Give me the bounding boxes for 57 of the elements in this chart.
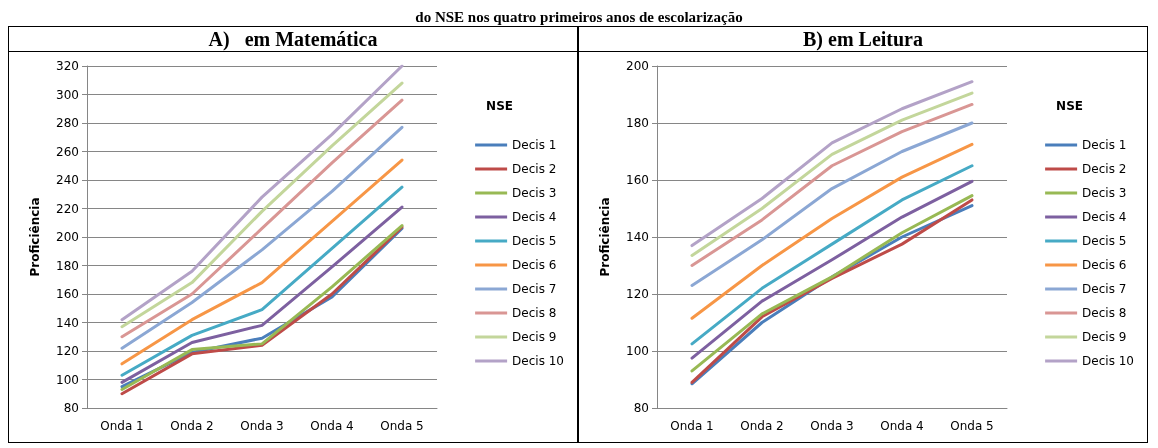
x-tick-label: Onda 1 (670, 419, 714, 433)
legend-label: Decis 1 (512, 138, 557, 152)
y-tick-label: 260 (56, 144, 79, 159)
y-tick-label: 180 (626, 116, 649, 130)
y-tick-label: 320 (56, 59, 79, 73)
legend-label: Decis 5 (512, 234, 557, 248)
y-tick-label: 140 (56, 315, 79, 330)
legend-label: Decis 7 (512, 282, 557, 296)
legend-label: Decis 8 (512, 306, 557, 320)
y-axis-title: Proficiência (28, 197, 42, 277)
legend-label: Decis 6 (512, 258, 557, 272)
y-tick-label: 100 (56, 372, 79, 387)
y-tick-label: 80 (63, 401, 79, 415)
y-tick-label: 140 (626, 230, 649, 244)
legend-label: Decis 10 (512, 354, 564, 368)
legend-title: NSE (486, 99, 514, 113)
x-tick-label: Onda 2 (740, 419, 784, 433)
y-tick-label: 160 (56, 287, 79, 301)
y-tick-label: 300 (56, 87, 79, 102)
legend-label: Decis 9 (512, 330, 557, 344)
x-tick-label: Onda 4 (310, 419, 354, 433)
legend-label: Decis 10 (1082, 354, 1134, 368)
y-tick-label: 180 (56, 258, 79, 273)
x-tick-label: Onda 3 (240, 419, 284, 433)
chart-title: B) em Leitura (579, 27, 1147, 52)
legend-label: Decis 2 (512, 162, 557, 176)
x-tick-label: Onda 4 (880, 419, 924, 433)
x-tick-label: Onda 1 (100, 419, 144, 433)
y-tick-label: 160 (626, 173, 649, 187)
legend-label: Decis 7 (1082, 282, 1127, 296)
y-tick-label: 100 (626, 344, 649, 358)
y-tick-label: 200 (56, 230, 79, 244)
y-tick-label: 120 (626, 287, 649, 301)
x-tick-label: Onda 3 (810, 419, 854, 433)
x-tick-label: Onda 2 (170, 419, 214, 433)
y-tick-label: 280 (56, 116, 79, 130)
legend-label: Decis 9 (1082, 330, 1127, 344)
text: do NSE nos quatro primeiros anos de escolarização (414, 8, 744, 26)
legend-label: Decis 3 (1082, 186, 1127, 200)
chart-title: A) em Matemática (9, 27, 577, 52)
legend-label: Decis 2 (1082, 162, 1127, 176)
x-tick-label: Onda 5 (380, 419, 424, 433)
legend-label: Decis 4 (512, 210, 557, 224)
legend-label: Decis 1 (1082, 138, 1127, 152)
legend-label: Decis 6 (1082, 258, 1127, 272)
legend-label: Decis 3 (512, 186, 557, 200)
y-tick-label: 80 (633, 401, 649, 415)
legend-title: NSE (1056, 99, 1084, 113)
x-tick-label: Onda 5 (950, 419, 994, 433)
y-axis-title: Proficiência (598, 197, 612, 277)
y-tick-label: 120 (56, 344, 79, 358)
legend-label: Decis 5 (1082, 234, 1127, 248)
y-tick-label: 240 (56, 173, 79, 187)
y-tick-label: 220 (56, 201, 79, 216)
legend-label: Decis 8 (1082, 306, 1127, 320)
y-tick-label: 200 (626, 59, 649, 73)
legend-label: Decis 4 (1082, 210, 1127, 224)
